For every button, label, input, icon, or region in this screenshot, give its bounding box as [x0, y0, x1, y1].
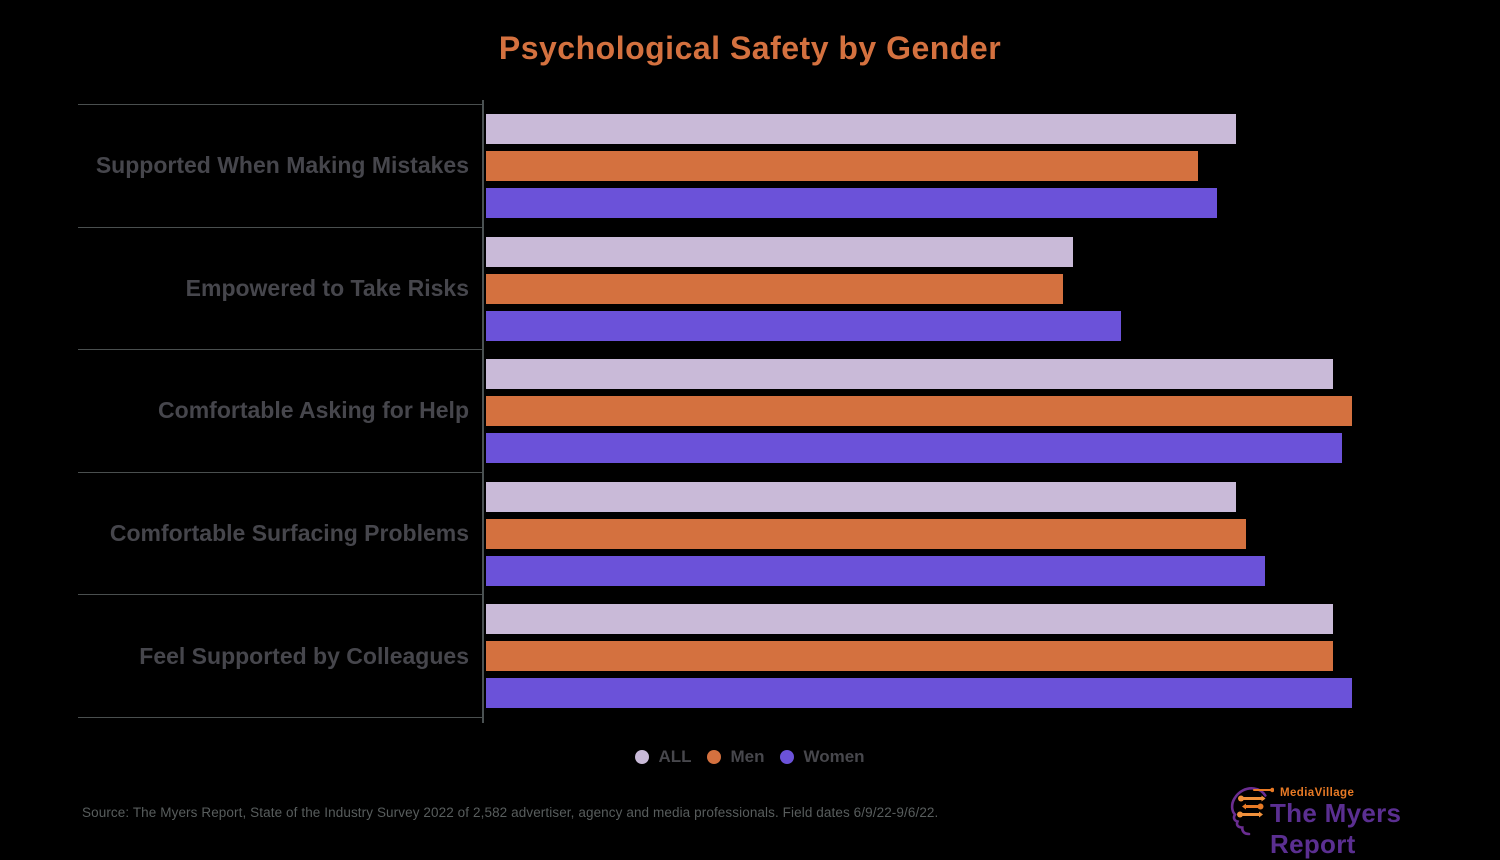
bar-women — [486, 555, 1266, 586]
bar-women — [486, 188, 1218, 218]
legend-dot-icon — [707, 750, 722, 764]
category-row: Comfortable Surfacing Problems — [78, 471, 1500, 595]
category-bars — [483, 104, 1500, 227]
bar-men — [486, 151, 1198, 181]
head-network-icon — [1230, 787, 1274, 836]
bottom-grid-line — [78, 717, 484, 718]
bar-all — [486, 604, 1333, 635]
legend-label: ALL — [658, 747, 692, 766]
category-bars — [483, 227, 1500, 350]
category-label: Comfortable Asking for Help — [78, 349, 483, 472]
bar-women — [486, 433, 1343, 464]
category-label: Empowered to Take Risks — [78, 226, 483, 350]
legend-dot-icon — [780, 750, 795, 764]
logo-brand: MediaVillage — [1280, 787, 1355, 799]
chart-title: Psychological Safety by Gender — [498, 30, 1002, 66]
bar-all — [486, 481, 1237, 512]
bar-men — [486, 518, 1246, 549]
category-bars — [483, 594, 1500, 717]
legend: ALL Men Women — [0, 747, 1500, 767]
bar-men — [486, 396, 1352, 427]
category-label: Comfortable Surfacing Problems — [78, 471, 483, 595]
category-row: Comfortable Asking for Help — [78, 349, 1500, 472]
legend-item-men: Men — [707, 747, 764, 767]
category-row: Empowered to Take Risks — [78, 226, 1500, 350]
category-bars — [483, 349, 1500, 472]
chart-rows: Supported When Making Mistakes Empowered … — [78, 104, 1500, 717]
bar-men — [486, 273, 1064, 304]
bar-men — [486, 641, 1333, 672]
category-axis-line — [482, 100, 484, 723]
legend-dot-icon — [635, 750, 650, 764]
bar-women — [486, 678, 1352, 709]
category-label: Feel Supported by Colleagues — [78, 594, 483, 717]
legend-item-all: ALL — [635, 747, 691, 767]
category-row: Supported When Making Mistakes — [78, 104, 1500, 227]
source-note: Source: The Myers Report, State of the I… — [82, 805, 939, 820]
legend-label: Women — [803, 747, 865, 766]
category-label: Supported When Making Mistakes — [78, 104, 483, 227]
myers-report-logo: MediaVillage The Myers Report — [1228, 781, 1494, 859]
category-row: Feel Supported by Colleagues — [78, 594, 1500, 717]
bar-all — [486, 359, 1333, 390]
category-bars — [483, 472, 1500, 595]
bar-women — [486, 310, 1121, 341]
logo-title: The Myers Report — [1270, 798, 1402, 859]
legend-item-women: Women — [780, 747, 865, 767]
bar-chart-plot: Supported When Making Mistakes Empowered … — [78, 100, 1500, 723]
bar-all — [486, 236, 1073, 267]
bar-all — [486, 114, 1237, 144]
legend-label: Men — [730, 747, 765, 766]
